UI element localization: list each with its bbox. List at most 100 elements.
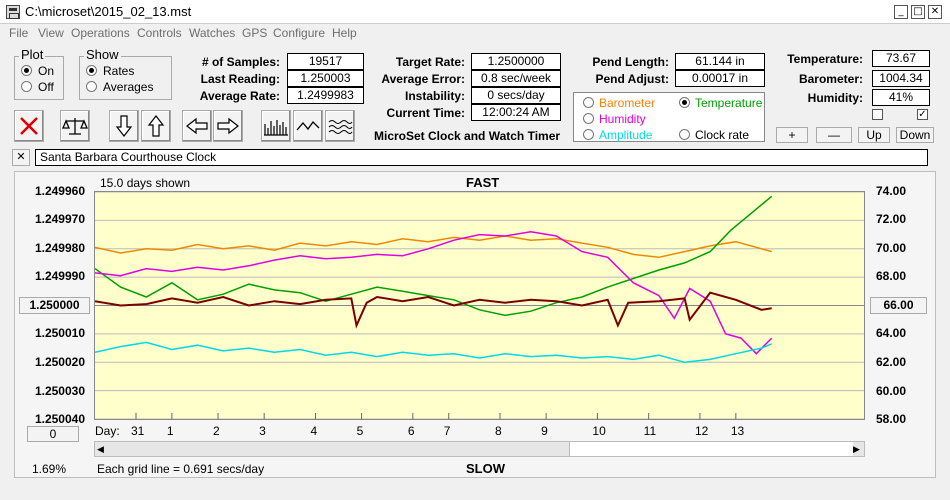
squiggle-view-button[interactable] [325, 110, 355, 142]
temperature-radio[interactable] [679, 97, 690, 108]
menu-controls[interactable]: Controls [137, 26, 182, 40]
y-right-tick: 58.00 [876, 412, 907, 426]
arrow-left-icon [186, 117, 208, 135]
plot-off-radio[interactable] [21, 81, 32, 92]
samples-label: # of Samples: [201, 55, 280, 69]
grid-note: Each grid line = 0.691 secs/day [97, 462, 265, 476]
chart-plot-area [94, 191, 865, 420]
scroll-right-button[interactable] [213, 110, 243, 142]
pend-adjust-value: 0.00017 in [675, 70, 765, 87]
y-left-tick: 1.250030 [34, 384, 85, 398]
scale-plus-button[interactable]: + [776, 127, 808, 143]
checkbox-1[interactable] [872, 109, 883, 120]
menu-operations[interactable]: Operations [71, 26, 130, 40]
humidity-label: Humidity: [807, 91, 863, 105]
checkbox-2[interactable]: ✓ [917, 109, 928, 120]
show-averages-label: Averages [103, 80, 154, 94]
y-left-center-button[interactable]: 1.250000 [19, 297, 90, 314]
plot-on-radio[interactable] [21, 65, 32, 76]
y-left-tick: 1.250040 [34, 412, 85, 426]
clear-name-button[interactable]: ✕ [12, 149, 30, 166]
amplitude-radio[interactable] [583, 129, 594, 140]
show-group [79, 56, 172, 100]
target-rate-value: 1.2500000 [471, 53, 561, 70]
pend-length-value: 61.144 in [675, 53, 765, 70]
day-prefix: Day: [95, 424, 120, 438]
humidity-radio[interactable] [583, 113, 594, 124]
app-caption: MicroSet Clock and Watch Timer [374, 129, 561, 143]
bars-view-button[interactable] [261, 110, 291, 142]
day-label: 31 [131, 424, 145, 438]
series-line-clock-rate [95, 291, 772, 329]
last-reading-label: Last Reading: [200, 72, 280, 86]
squiggle-icon [328, 120, 353, 134]
menu-help[interactable]: Help [332, 26, 357, 40]
sensor-select-box [573, 92, 765, 142]
instability-label: Instability: [404, 89, 465, 103]
app-icon[interactable] [6, 5, 20, 19]
instability-value: 0 secs/day [471, 87, 561, 104]
menu-configure[interactable]: Configure [273, 26, 326, 40]
scroll-right-arrow-icon[interactable]: ▶ [853, 444, 860, 454]
y-right-tick: 74.00 [876, 184, 907, 198]
bars-icon [264, 120, 288, 136]
delete-button[interactable] [14, 110, 44, 142]
pend-adjust-label: Pend Adjust: [595, 72, 669, 86]
show-rates-label: Rates [103, 64, 135, 78]
barometer-value: 1004.34 [872, 70, 930, 87]
current-time-label: Current Time: [386, 106, 465, 120]
show-rates-radio[interactable] [86, 65, 97, 76]
average-rate-label: Average Rate: [199, 89, 280, 103]
scroll-left-button[interactable] [182, 110, 212, 142]
show-group-title: Show [84, 47, 121, 62]
target-rate-label: Target Rate: [395, 55, 465, 69]
menu-watches[interactable]: Watches [189, 26, 236, 40]
show-averages-radio[interactable] [86, 81, 97, 92]
slow-label: SLOW [466, 461, 505, 476]
day-label: 4 [310, 424, 318, 438]
samples-value: 19517 [287, 53, 364, 70]
close-button[interactable]: ✕ [928, 5, 942, 19]
scroll-left-arrow-icon[interactable]: ◀ [97, 444, 104, 454]
y-right-tick: 70.00 [876, 241, 907, 255]
minimize-button[interactable]: _ [894, 5, 908, 19]
plot-off-label: Off [38, 80, 54, 94]
scrollbar-thumb[interactable] [569, 442, 853, 456]
y-left-tick: 1.249970 [34, 212, 85, 226]
clock-rate-radio[interactable] [679, 129, 690, 140]
move-up-button[interactable] [141, 110, 171, 142]
clock-name-field[interactable]: Santa Barbara Courthouse Clock [35, 149, 928, 166]
scale-minus-button[interactable]: — [816, 127, 852, 143]
arrow-down-icon [115, 115, 133, 137]
day-label: 2 [213, 424, 220, 438]
balance-button[interactable] [60, 110, 90, 142]
days-shown-label: 15.0 days shown [100, 176, 191, 190]
humidity-value: 41% [872, 89, 930, 106]
horizontal-scrollbar[interactable]: ◀ ▶ [94, 441, 865, 457]
y-left-bottom-button[interactable]: 0 [27, 426, 79, 442]
temperature-option: Temperature [695, 96, 763, 110]
current-time-value: 12:00:24 AM [471, 104, 561, 121]
restore-button[interactable]: □ [911, 5, 925, 19]
move-down-button[interactable] [109, 110, 139, 142]
menu-view[interactable]: View [38, 26, 64, 40]
scale-up-button[interactable]: Up [858, 127, 890, 143]
barometer-radio[interactable] [583, 97, 594, 108]
series-line-amplitude [95, 341, 772, 364]
wave-icon [296, 120, 320, 131]
menu-file[interactable]: File [9, 26, 29, 40]
amplitude-option: Amplitude [599, 128, 653, 142]
series-line-barometer [95, 235, 772, 259]
day-label: 10 [592, 424, 606, 438]
fast-label: FAST [466, 175, 500, 190]
plot-group-title: Plot [19, 47, 46, 62]
plot-on-label: On [38, 64, 55, 78]
temperature-label: Temperature: [787, 52, 863, 66]
barometer-option: Barometer [599, 96, 656, 110]
wave-view-button[interactable] [293, 110, 323, 142]
y-right-center-button[interactable]: 66.00 [870, 297, 927, 314]
pend-length-label: Pend Length: [592, 55, 669, 69]
day-label: 8 [495, 424, 502, 438]
scale-down-button[interactable]: Down [896, 127, 934, 143]
menu-gps[interactable]: GPS [242, 26, 268, 40]
